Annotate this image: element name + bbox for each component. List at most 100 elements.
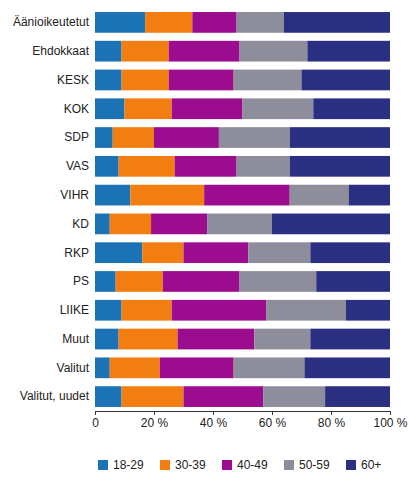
chart: 020 %40 %60 %80 %100 %ÄänioikeutetutEhdo… bbox=[0, 0, 416, 491]
bar-segment bbox=[119, 156, 175, 177]
tick-label: Muut bbox=[62, 332, 89, 346]
tick: 60 % bbox=[259, 411, 287, 430]
legend-swatch bbox=[222, 460, 232, 470]
bar-segment bbox=[254, 329, 310, 350]
bar-segment bbox=[310, 242, 390, 263]
bar-segment bbox=[204, 185, 290, 206]
bar-segment bbox=[113, 127, 154, 148]
bar-segment bbox=[122, 386, 184, 407]
tick-label: VIHR bbox=[60, 188, 89, 202]
tick: LIIKE bbox=[60, 303, 89, 317]
tick-mark bbox=[390, 411, 391, 415]
legend-label: 30-39 bbox=[175, 458, 206, 472]
bar-segment bbox=[310, 329, 390, 350]
legend-label: 40-49 bbox=[237, 458, 268, 472]
bar-segment bbox=[172, 300, 266, 321]
bar-segment bbox=[175, 156, 237, 177]
tick-label: 40 % bbox=[200, 416, 228, 430]
bar-segment bbox=[325, 386, 390, 407]
tick-mark bbox=[331, 411, 332, 415]
legend-item: 40-49 bbox=[222, 458, 268, 472]
tick: 0 bbox=[92, 411, 99, 430]
bar-segment bbox=[110, 214, 151, 235]
bar-segment bbox=[266, 300, 346, 321]
bar-segment bbox=[95, 214, 110, 235]
bar-segment bbox=[95, 357, 110, 378]
tick-label: RKP bbox=[64, 246, 89, 260]
tick: KD bbox=[72, 217, 89, 231]
bar-segment bbox=[169, 41, 240, 62]
legend-label: 18-29 bbox=[113, 458, 144, 472]
y-axis: ÄänioikeutetutEhdokkaatKESKKOKSDPVASVIHR… bbox=[13, 15, 90, 403]
tick-label: Valitut, uudet bbox=[20, 389, 90, 403]
bar-segment bbox=[184, 386, 264, 407]
bar-segment bbox=[349, 185, 390, 206]
bar-segment bbox=[151, 214, 207, 235]
tick: Muut bbox=[62, 332, 89, 346]
tick-label: LIIKE bbox=[60, 303, 89, 317]
bar-segment bbox=[116, 271, 163, 292]
tick-mark bbox=[154, 411, 155, 415]
bar-segment bbox=[240, 271, 317, 292]
tick: KOK bbox=[64, 102, 89, 116]
tick: KESK bbox=[57, 73, 89, 87]
bar-segment bbox=[95, 271, 116, 292]
legend-swatch bbox=[98, 460, 108, 470]
tick: Valitut, uudet bbox=[20, 389, 90, 403]
legend-swatch bbox=[160, 460, 170, 470]
bar-segment bbox=[110, 357, 160, 378]
tick-label: KOK bbox=[64, 102, 89, 116]
legend-item: 60+ bbox=[346, 458, 381, 472]
bar-segment bbox=[122, 41, 169, 62]
legend-swatch bbox=[346, 460, 356, 470]
axis-line bbox=[96, 412, 391, 416]
bar-segment bbox=[160, 357, 234, 378]
bar-segment bbox=[243, 98, 314, 119]
tick-label: KESK bbox=[57, 73, 89, 87]
bar-segment bbox=[237, 12, 284, 33]
bar-segment bbox=[234, 70, 302, 91]
bar-segment bbox=[163, 271, 240, 292]
bar-segment bbox=[284, 12, 390, 33]
bar-segment bbox=[130, 185, 204, 206]
tick-label: 0 bbox=[92, 416, 99, 430]
legend-label: 50-59 bbox=[299, 458, 330, 472]
tick: VIHR bbox=[60, 188, 89, 202]
bar-segment bbox=[184, 242, 249, 263]
bar-segment bbox=[95, 329, 119, 350]
x-axis: 0 20 % 40 % 60 % 80 % 100 % bbox=[92, 411, 408, 430]
bar-segment bbox=[307, 41, 390, 62]
tick-label: 60 % bbox=[259, 416, 287, 430]
bar-segment bbox=[119, 329, 178, 350]
bar-segment bbox=[316, 271, 390, 292]
tick: 100 % bbox=[373, 411, 407, 430]
tick: 20 % bbox=[141, 411, 169, 430]
tick: Äänioikeutetut bbox=[13, 15, 90, 29]
bars bbox=[95, 12, 390, 407]
bar-segment bbox=[95, 70, 122, 91]
plot: 020 %40 %60 %80 %100 %ÄänioikeutetutEhdo… bbox=[13, 12, 408, 429]
bar-segment bbox=[172, 98, 243, 119]
bar-segment bbox=[302, 70, 391, 91]
bar-segment bbox=[95, 98, 125, 119]
tick-label: SDP bbox=[64, 130, 89, 144]
legend: 18-29 30-39 40-49 50-59 60+ bbox=[98, 458, 381, 472]
bar-segment bbox=[122, 300, 172, 321]
tick: RKP bbox=[64, 246, 89, 260]
bar-segment bbox=[240, 41, 308, 62]
bar-segment bbox=[169, 70, 234, 91]
bar-segment bbox=[95, 386, 122, 407]
tick-label: 80 % bbox=[318, 416, 346, 430]
tick-label: PS bbox=[73, 274, 89, 288]
tick: SDP bbox=[64, 130, 89, 144]
tick-label: Äänioikeutetut bbox=[13, 15, 90, 29]
tick-label: Valitut bbox=[57, 361, 90, 375]
bar-segment bbox=[178, 329, 255, 350]
bar-segment bbox=[154, 127, 219, 148]
bar-segment bbox=[346, 300, 390, 321]
tick: Valitut bbox=[57, 361, 90, 375]
series bbox=[272, 12, 390, 407]
legend-swatch bbox=[284, 460, 294, 470]
bar-segment bbox=[248, 242, 310, 263]
bar-segment bbox=[290, 127, 390, 148]
